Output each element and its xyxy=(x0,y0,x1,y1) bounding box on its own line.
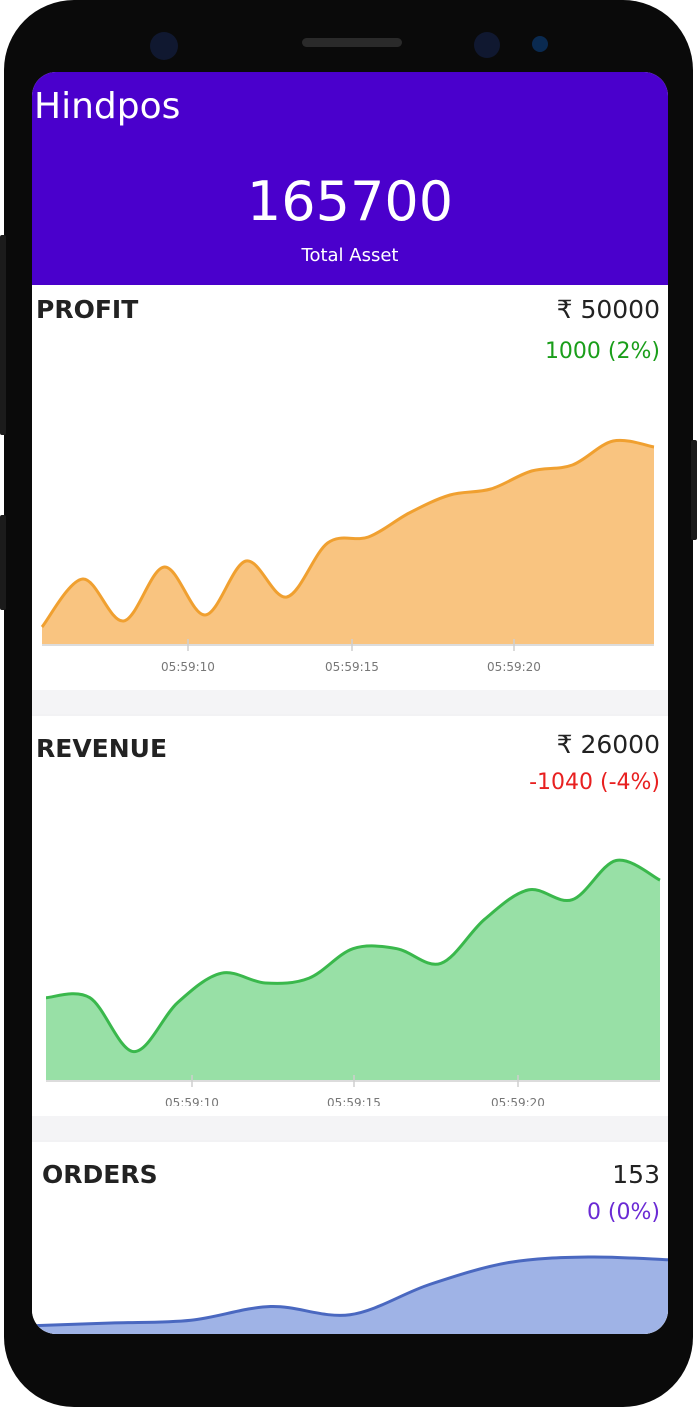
proximity-sensor-icon xyxy=(532,36,548,52)
revenue-card[interactable]: REVENUE ₹ 26000 -1040 (-4%) 05:59:10 05:5… xyxy=(32,716,668,1116)
total-asset-label: Total Asset xyxy=(301,245,399,266)
front-camera-icon xyxy=(150,32,178,60)
series-line xyxy=(32,1255,668,1328)
card-divider xyxy=(32,1116,668,1142)
x-tick-label: 05:59:15 xyxy=(327,1096,381,1106)
card-value: 153 xyxy=(612,1160,660,1189)
card-change: -1040 (-4%) xyxy=(529,770,660,795)
revenue-chart: 05:59:10 05:59:15 05:59:20 xyxy=(45,858,661,1106)
series-line xyxy=(40,438,655,628)
x-tick-label: 05:59:10 xyxy=(161,660,215,674)
card-title: REVENUE xyxy=(36,734,168,763)
volume-button xyxy=(0,235,6,435)
orders-card[interactable]: ORDERS 153 0 (0%) xyxy=(32,1142,668,1334)
app-screen: Hindpos 165700 Total Asset PROFIT ₹ 5000… xyxy=(32,72,668,1334)
card-value: ₹ 26000 xyxy=(556,730,660,759)
card-title: ORDERS xyxy=(42,1160,158,1189)
x-tick-label: 05:59:20 xyxy=(487,660,541,674)
x-tick-label: 05:59:10 xyxy=(165,1096,219,1106)
sensor-icon xyxy=(474,32,500,58)
card-title: PROFIT xyxy=(36,295,139,324)
card-change: 0 (0%) xyxy=(586,1200,660,1225)
x-tick-label: 05:59:15 xyxy=(325,660,379,674)
orders-chart xyxy=(32,1255,668,1334)
series-area xyxy=(46,860,660,1081)
total-asset-value: 165700 xyxy=(246,170,454,233)
card-value: ₹ 50000 xyxy=(556,295,660,324)
app-title: Hindpos xyxy=(34,86,181,127)
series-area xyxy=(42,440,654,645)
app-header: Hindpos 165700 Total Asset xyxy=(32,72,668,285)
x-tick-label: 05:59:20 xyxy=(491,1096,545,1106)
series-line xyxy=(45,858,661,1054)
bixby-button xyxy=(0,515,6,610)
power-button xyxy=(691,440,697,540)
profit-card[interactable]: PROFIT ₹ 50000 1000 (2%) 05:59:10 05:59:1… xyxy=(32,285,668,690)
card-divider xyxy=(32,690,668,716)
profit-chart: 05:59:10 05:59:15 05:59:20 xyxy=(40,438,655,674)
earpiece-speaker xyxy=(302,38,402,47)
card-change: 1000 (2%) xyxy=(544,339,660,364)
series-area xyxy=(32,1256,668,1334)
